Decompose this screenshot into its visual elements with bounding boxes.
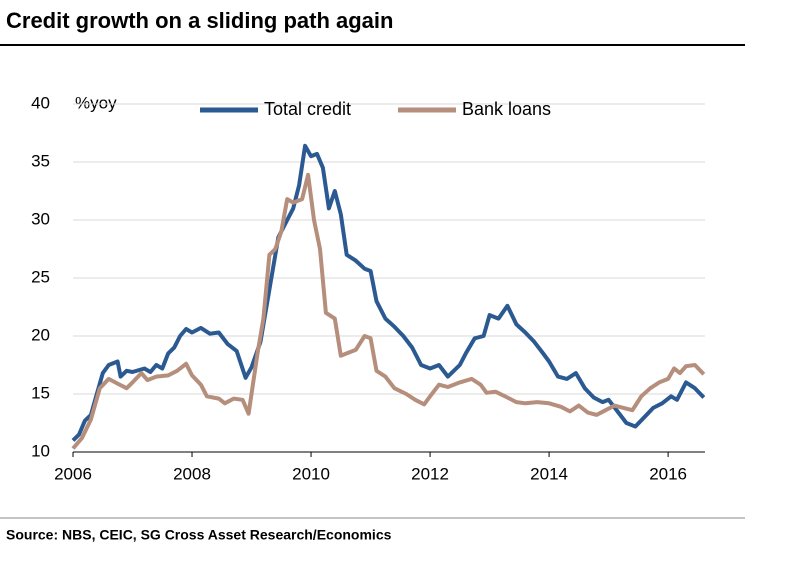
chart-title: Credit growth on a sliding path again [6, 8, 393, 33]
legend-label: Bank loans [462, 99, 551, 119]
x-tick-label: 2012 [411, 464, 449, 483]
x-tick-label: 2006 [54, 464, 92, 483]
y-tick-label: 15 [31, 383, 50, 402]
source-note: Source: NBS, CEIC, SG Cross Asset Resear… [6, 527, 392, 543]
x-tick-label: 2010 [292, 464, 330, 483]
data-line [71, 172, 706, 450]
y-tick-label: 30 [31, 209, 50, 228]
y-axis-label: %yoy [75, 93, 117, 112]
legend-label: Total credit [264, 99, 351, 119]
x-tick-label: 2008 [173, 464, 211, 483]
data-line [71, 143, 706, 442]
y-tick-label: 40 [31, 93, 50, 112]
y-tick-label: 25 [31, 267, 50, 286]
y-tick-label: 20 [31, 325, 50, 344]
y-tick-label: 10 [31, 441, 50, 460]
x-tick-label: 2016 [649, 464, 687, 483]
x-tick-label: 2014 [530, 464, 568, 483]
y-tick-label: 35 [31, 151, 50, 170]
